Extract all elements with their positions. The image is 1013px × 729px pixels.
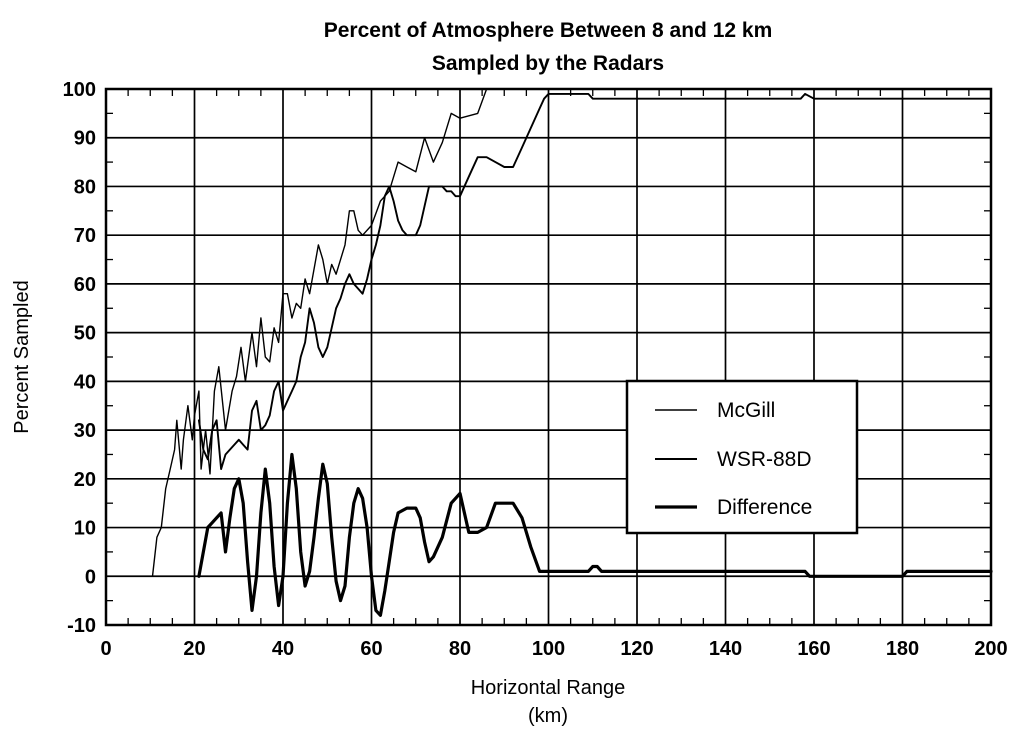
y-tick-label: 100 bbox=[63, 79, 96, 101]
legend: McGill WSR-88D Difference bbox=[625, 379, 859, 535]
y-tick-label: 10 bbox=[74, 518, 96, 540]
x-tick-label: 160 bbox=[797, 638, 830, 660]
x-tick-label: 60 bbox=[360, 638, 382, 660]
legend-label-mcgill: McGill bbox=[717, 399, 775, 422]
y-tick-label: 20 bbox=[74, 469, 96, 491]
x-axis-label-line-1: Horizontal Range bbox=[471, 677, 626, 699]
x-tick-label: 80 bbox=[449, 638, 471, 660]
x-tick-label: 100 bbox=[532, 638, 565, 660]
y-tick-label: 90 bbox=[74, 128, 96, 150]
chart-title-line-2: Sampled by the Radars bbox=[432, 52, 664, 75]
x-tick-label: 180 bbox=[886, 638, 919, 660]
y-tick-label: 80 bbox=[74, 176, 96, 198]
y-axis-label: Percent Sampled bbox=[11, 280, 33, 433]
x-tick-label: 20 bbox=[183, 638, 205, 660]
y-tick-label: 50 bbox=[74, 323, 96, 345]
series-group bbox=[151, 88, 993, 617]
series-line-wsr-88d bbox=[197, 92, 992, 471]
series-line-difference bbox=[197, 452, 993, 617]
y-tick-label: 40 bbox=[74, 371, 96, 393]
y-tick-label: 30 bbox=[74, 420, 96, 442]
x-tick-label: 120 bbox=[620, 638, 653, 660]
legend-label-difference: Difference bbox=[717, 496, 812, 519]
grid bbox=[106, 89, 991, 625]
x-tick-label: 40 bbox=[272, 638, 294, 660]
x-tick-label: 140 bbox=[709, 638, 742, 660]
y-tick-label: -10 bbox=[67, 615, 96, 637]
x-tick-label: 0 bbox=[100, 638, 111, 660]
x-axis-label-line-2: (km) bbox=[528, 705, 568, 727]
chart-title-line-1: Percent of Atmosphere Between 8 and 12 k… bbox=[324, 19, 773, 42]
x-tick-label: 200 bbox=[974, 638, 1007, 660]
minor-ticks bbox=[106, 89, 991, 625]
y-tick-label: 70 bbox=[74, 225, 96, 247]
y-tick-label: 0 bbox=[85, 566, 96, 588]
tick-labels: 0 20 40 60 80 100 120 140 160 180 200-100102030405… bbox=[63, 79, 1008, 660]
series-line-mcgill bbox=[151, 88, 992, 577]
y-tick-label: 60 bbox=[74, 274, 96, 296]
legend-label-wsr88d: WSR-88D bbox=[717, 448, 812, 471]
